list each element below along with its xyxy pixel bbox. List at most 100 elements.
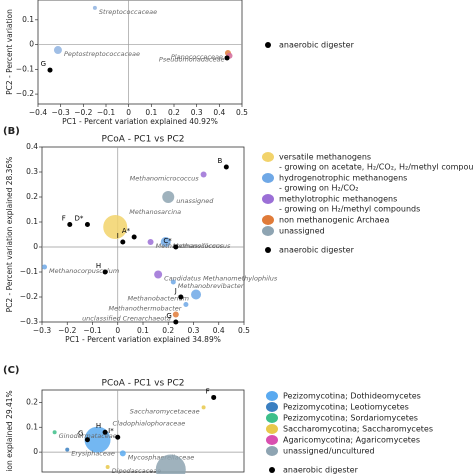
legend-label: anaerobic digester — [283, 466, 359, 474]
legend-marker — [265, 42, 271, 48]
legend-marker — [266, 391, 278, 401]
point-label: Methanomicrococcus — [130, 175, 200, 183]
x-tick-label: −0.1 — [97, 108, 115, 117]
point-label: B — [218, 157, 223, 165]
y-tick-label: 0.3 — [26, 167, 38, 176]
y-tick-label: −0.1 — [16, 64, 34, 73]
point-label: Ginodermataceae — [59, 432, 117, 440]
x-tick-label: −0.3 — [33, 326, 51, 335]
point-label: J — [174, 287, 177, 295]
y-tick-label: 0.2 — [26, 192, 38, 201]
point-label: unassigned — [176, 197, 214, 205]
chart-title: PCoA - PC1 vs PC2 — [102, 379, 185, 389]
x-tick-label: 0.3 — [191, 108, 203, 117]
point-label: H — [96, 422, 101, 430]
legend-marker — [266, 446, 278, 456]
point — [120, 239, 126, 245]
point — [65, 447, 70, 452]
y-tick-label: 0.1 — [26, 422, 38, 431]
point — [115, 434, 121, 440]
point-label: Pseudomonadaceae — [159, 56, 225, 64]
legend-label: anaerobic digester — [279, 246, 355, 255]
x-tick-label: 0.1 — [137, 326, 149, 335]
point-label: Methanococcus — [173, 242, 224, 250]
y-tick-label: −0.3 — [20, 317, 38, 326]
point-label: Mycosphaerellaceae — [128, 453, 194, 461]
point — [183, 302, 189, 307]
point-label: Methanobrevibacter — [178, 282, 245, 290]
x-axis-label: PC1 - Percent variation explained 40.92% — [62, 117, 218, 126]
y-tick-label: 0 — [33, 242, 38, 251]
point-label: A* — [122, 227, 131, 235]
point — [200, 171, 207, 178]
x-tick-label: 0 — [126, 108, 131, 117]
point-label: I* — [108, 427, 114, 435]
point-label: unclassified Crenarchaeota — [82, 315, 171, 323]
point — [147, 239, 154, 245]
point — [102, 269, 108, 275]
point-label: H — [96, 262, 101, 270]
plot-frame — [37, 0, 243, 105]
legend-marker — [262, 173, 274, 183]
point-label: Planococcaceae — [171, 53, 223, 61]
point — [53, 46, 62, 55]
legend-label: Pezizomycotina; Sordariomycetes — [283, 414, 418, 423]
x-tick-label: 0.5 — [236, 108, 248, 117]
y-tick-label: 0 — [29, 40, 34, 49]
x-tick-label: −0.4 — [29, 108, 47, 117]
point-label: F — [62, 215, 66, 223]
point — [173, 319, 179, 325]
point-label: Methanomassiliicoccus — [156, 242, 231, 250]
x-tick-label: −0.2 — [58, 326, 76, 335]
point — [178, 294, 184, 300]
y-axis-label: ion explained 29.41% — [5, 390, 14, 471]
x-tick-label: 0.5 — [238, 326, 250, 335]
point-label: F — [206, 387, 210, 395]
x-tick-label: −0.2 — [74, 108, 92, 117]
x-tick-label: 0.1 — [145, 108, 157, 117]
point — [155, 454, 186, 474]
point — [119, 450, 126, 457]
point — [105, 465, 110, 470]
y-tick-label: −0.2 — [16, 89, 34, 98]
point-label: G — [78, 430, 83, 438]
legend-label: Agaricomycotina; Agaricomycetes — [283, 436, 420, 445]
point — [131, 234, 137, 240]
point — [42, 264, 48, 270]
point — [162, 191, 175, 203]
x-tick-label: 0.4 — [213, 326, 225, 335]
point — [173, 244, 179, 250]
legend-label: hydrogenotrophic methanogens — [279, 174, 407, 183]
x-tick-label: −0.1 — [83, 326, 101, 335]
point — [47, 67, 53, 73]
y-tick-label: −0.1 — [20, 267, 38, 276]
legend-label: unassigned/uncultured — [283, 447, 375, 456]
point-label: Methanothermobacter — [109, 305, 183, 313]
point — [160, 237, 171, 247]
legend-label: methylotrophic methanogens — [279, 195, 397, 204]
legend-note: - growing on H₂/methyl compounds — [279, 205, 420, 214]
y-tick-label: 0.2 — [26, 397, 38, 406]
chart-title: PCoA - PC1 vs PC2 — [102, 135, 185, 145]
point-label: G — [166, 312, 171, 320]
y-tick-label: 0.4 — [26, 142, 38, 151]
point — [224, 55, 230, 61]
y-tick-label: 0.1 — [26, 217, 38, 226]
x-tick-label: 0.4 — [213, 108, 225, 117]
point — [223, 164, 229, 170]
legend-marker — [266, 424, 278, 434]
point — [191, 289, 202, 300]
y-axis-label: PC2 - Percent variation explained 28.36% — [5, 157, 14, 313]
legend-marker — [262, 226, 274, 236]
point-label: Dipodascaceae — [112, 467, 162, 474]
y-tick-label: −0.2 — [20, 292, 38, 301]
legend-label: anaerobic digester — [279, 41, 355, 50]
legend-label: Pezizomycotina; Leotiomycetes — [283, 403, 409, 412]
point — [92, 5, 97, 10]
legend-label: non methanogenic Archaea — [279, 216, 389, 225]
legend-marker — [262, 194, 274, 204]
legend-label: unassigned — [279, 227, 325, 236]
x-tick-label: 0.3 — [188, 326, 200, 335]
point — [84, 222, 90, 227]
